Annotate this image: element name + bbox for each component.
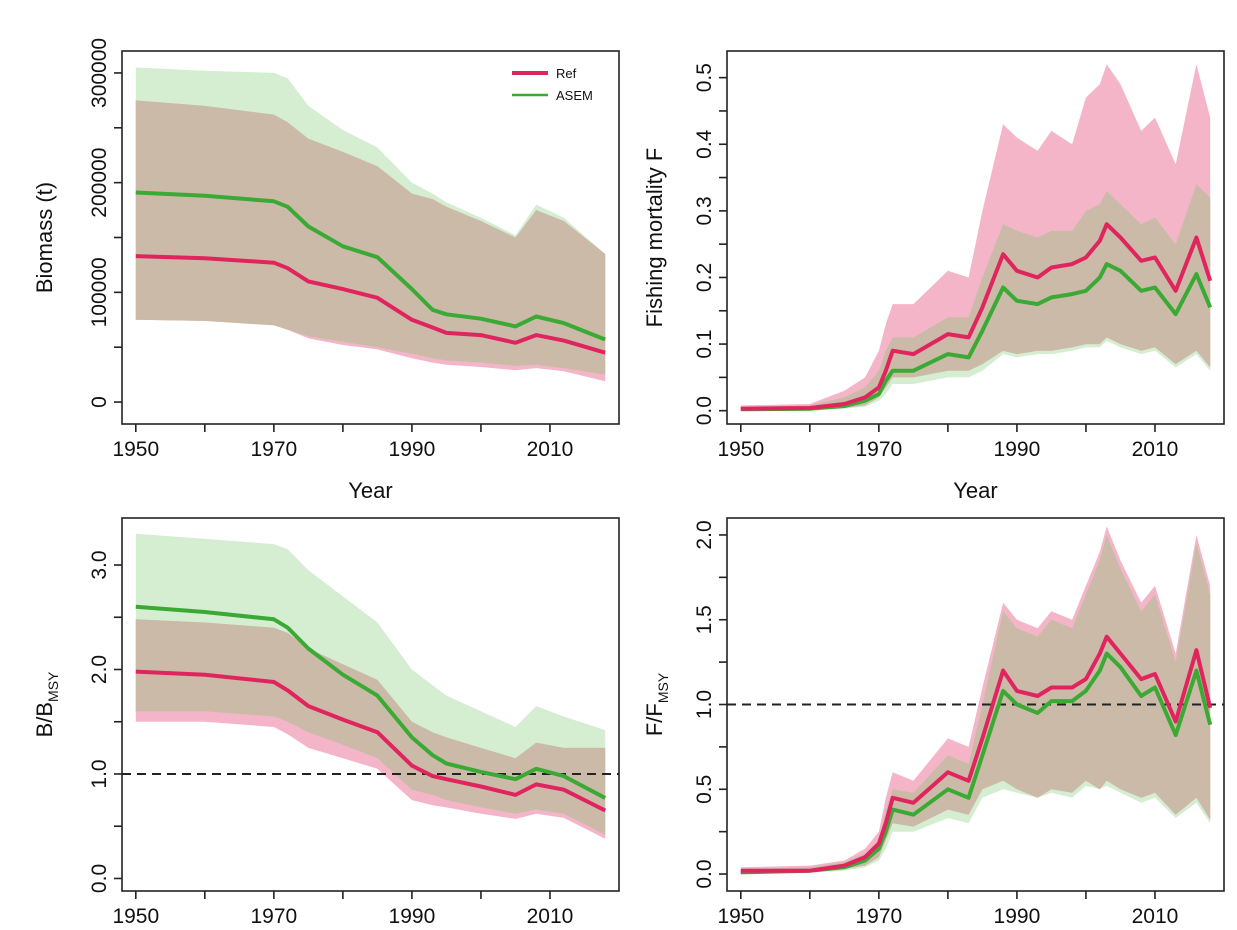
confidence-band-overlap bbox=[740, 535, 1211, 874]
y-tick-label: 200000 bbox=[88, 148, 111, 218]
y-tick-label: 0.3 bbox=[693, 196, 716, 225]
x-tick-label: 1950 bbox=[112, 438, 159, 461]
series-line-ref bbox=[740, 634, 1213, 873]
x-tick-label: 1990 bbox=[994, 905, 1041, 928]
y-tick-label: 1.0 bbox=[693, 690, 716, 719]
y-tick-label: 0.4 bbox=[693, 129, 716, 159]
legend-label-asem: ASEM bbox=[556, 88, 593, 103]
y-tick-label: 0.5 bbox=[693, 63, 716, 92]
legend-label-ref: Ref bbox=[556, 66, 577, 81]
y-tick-label: 300000 bbox=[88, 38, 111, 108]
x-tick-label: 2010 bbox=[1132, 905, 1179, 928]
chart-panel-top-right: 1950 1970 1990 2010 0.0 0.1 0.2 0.3 0.4 0.5 Year Fi… bbox=[642, 50, 1225, 503]
x-tick-label: 2010 bbox=[527, 438, 574, 461]
y-axis-title: Biomass (t) bbox=[32, 182, 57, 293]
series-line-asem bbox=[135, 190, 606, 342]
y-tick-label: 0.2 bbox=[693, 263, 716, 292]
chart-panel-bottom-right: 1950 1970 1990 2010 0.0 0.5 1.0 1.5 2.0 F/FMSY bbox=[642, 517, 1225, 928]
x-tick-label: 1990 bbox=[389, 438, 436, 461]
y-axis-title: Fishing mortality F bbox=[642, 148, 667, 328]
y-tick-label: 2.0 bbox=[693, 520, 716, 549]
y-tick-label: 0.5 bbox=[693, 775, 716, 804]
x-tick-label: 1970 bbox=[251, 905, 298, 928]
y-tick-label: 1.5 bbox=[693, 605, 716, 634]
series-line-ref bbox=[135, 254, 606, 355]
legend: Ref ASEM bbox=[512, 66, 593, 103]
x-tick-label: 1990 bbox=[994, 438, 1041, 461]
plot-area bbox=[727, 526, 1224, 875]
y-axis-title: B/BMSY bbox=[32, 671, 61, 737]
y-tick-label: 0.0 bbox=[693, 396, 716, 425]
y-tick-label: 0.0 bbox=[88, 864, 111, 893]
x-tick-label: 1950 bbox=[112, 905, 159, 928]
x-tick-label: 2010 bbox=[1132, 438, 1179, 461]
plot-area bbox=[135, 67, 606, 382]
series-line-ref bbox=[135, 669, 607, 813]
x-axis-title: Year bbox=[953, 478, 997, 503]
x-tick-label: 2010 bbox=[527, 905, 574, 928]
series-line-asem bbox=[740, 262, 1213, 412]
confidence-band-overlap bbox=[740, 184, 1211, 411]
plot-frame bbox=[121, 517, 620, 892]
chart-panel-top-left: 1950 1970 1990 2010 0 100000 200000 300000 Year B… bbox=[32, 38, 620, 503]
series-line-ref bbox=[740, 222, 1213, 411]
plot-frame bbox=[726, 50, 1225, 425]
x-tick-label: 1990 bbox=[389, 905, 436, 928]
series-line-asem bbox=[740, 651, 1213, 875]
series-line-asem bbox=[135, 604, 607, 800]
y-tick-label: 0 bbox=[88, 396, 111, 408]
confidence-band-overlap bbox=[135, 619, 606, 835]
plot-area bbox=[122, 533, 619, 839]
y-tick-label: 0.0 bbox=[693, 859, 716, 888]
y-tick-label: 3.0 bbox=[88, 550, 111, 579]
y-tick-label: 2.0 bbox=[88, 655, 111, 684]
chart-panel-bottom-left: 1950 1970 1990 2010 0.0 1.0 2.0 3.0 B/BMSY bbox=[32, 517, 620, 928]
x-tick-label: 1950 bbox=[717, 438, 764, 461]
confidence-band-overlap bbox=[135, 100, 606, 375]
x-tick-label: 1970 bbox=[856, 905, 903, 928]
x-tick-label: 1970 bbox=[251, 438, 298, 461]
plot-area bbox=[740, 64, 1213, 412]
y-tick-label: 1.0 bbox=[88, 759, 111, 788]
y-tick-label: 0.1 bbox=[693, 329, 716, 358]
y-tick-label: 100000 bbox=[88, 257, 111, 327]
x-tick-label: 1970 bbox=[856, 438, 903, 461]
x-axis-title: Year bbox=[348, 478, 392, 503]
y-axis-title: F/FMSY bbox=[642, 672, 671, 736]
x-tick-label: 1950 bbox=[717, 905, 764, 928]
